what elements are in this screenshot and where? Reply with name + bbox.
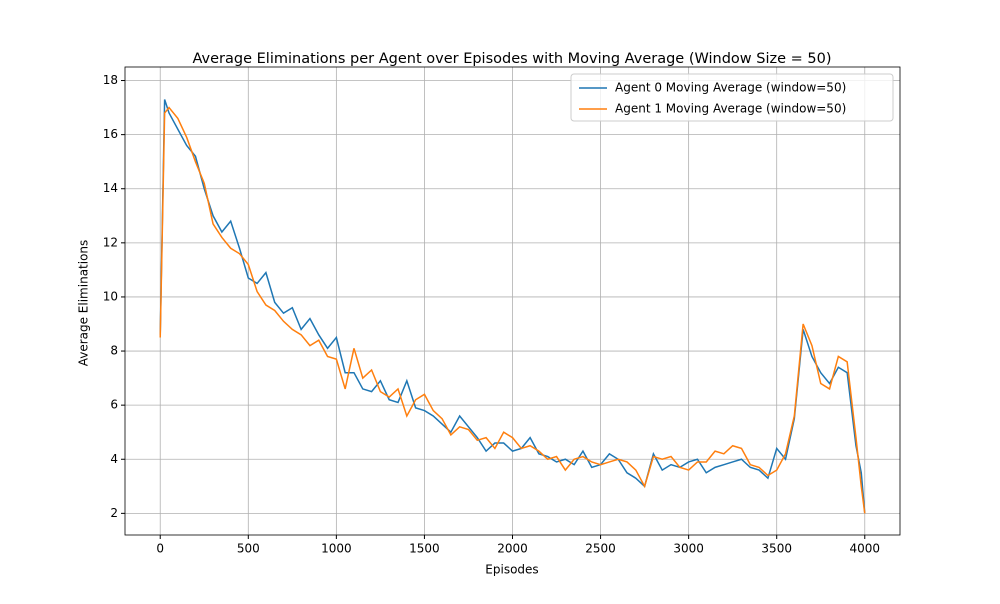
plot-frame — [124, 66, 901, 536]
y-tick-label: 14 — [103, 181, 118, 195]
x-tick-label: 500 — [237, 542, 260, 556]
legend-label: Agent 0 Moving Average (window=50) — [615, 81, 846, 95]
y-tick-label: 18 — [103, 73, 118, 87]
x-tick-label: 1000 — [321, 542, 352, 556]
y-axis-label: Average Eliminations — [77, 240, 91, 367]
chart-title: Average Eliminations per Agent over Epis… — [192, 51, 831, 67]
x-tick-label: 4000 — [849, 542, 880, 556]
x-tick-label: 0 — [156, 542, 164, 556]
x-axis-label: Episodes — [485, 563, 538, 577]
x-tick-label: 2000 — [497, 542, 528, 556]
y-tick-label: 2 — [110, 506, 118, 520]
y-tick-label: 8 — [110, 344, 118, 358]
legend: Agent 0 Moving Average (window=50) Agent … — [570, 73, 894, 122]
y-tick-label: 16 — [103, 127, 118, 141]
data-line — [159, 106, 866, 514]
x-tick-label: 3500 — [761, 542, 792, 556]
y-tick-label: 6 — [110, 398, 118, 412]
x-tick-label: 1500 — [409, 542, 440, 556]
y-tick-label: 4 — [110, 452, 118, 466]
y-tick-label: 10 — [103, 289, 118, 303]
legend-label: Agent 1 Moving Average (window=50) — [615, 102, 846, 116]
x-tick-label: 3000 — [673, 542, 704, 556]
legend-box — [570, 73, 894, 122]
x-tick-label: 2500 — [585, 542, 616, 556]
y-tick-label: 12 — [103, 235, 118, 249]
data-line — [159, 99, 866, 514]
